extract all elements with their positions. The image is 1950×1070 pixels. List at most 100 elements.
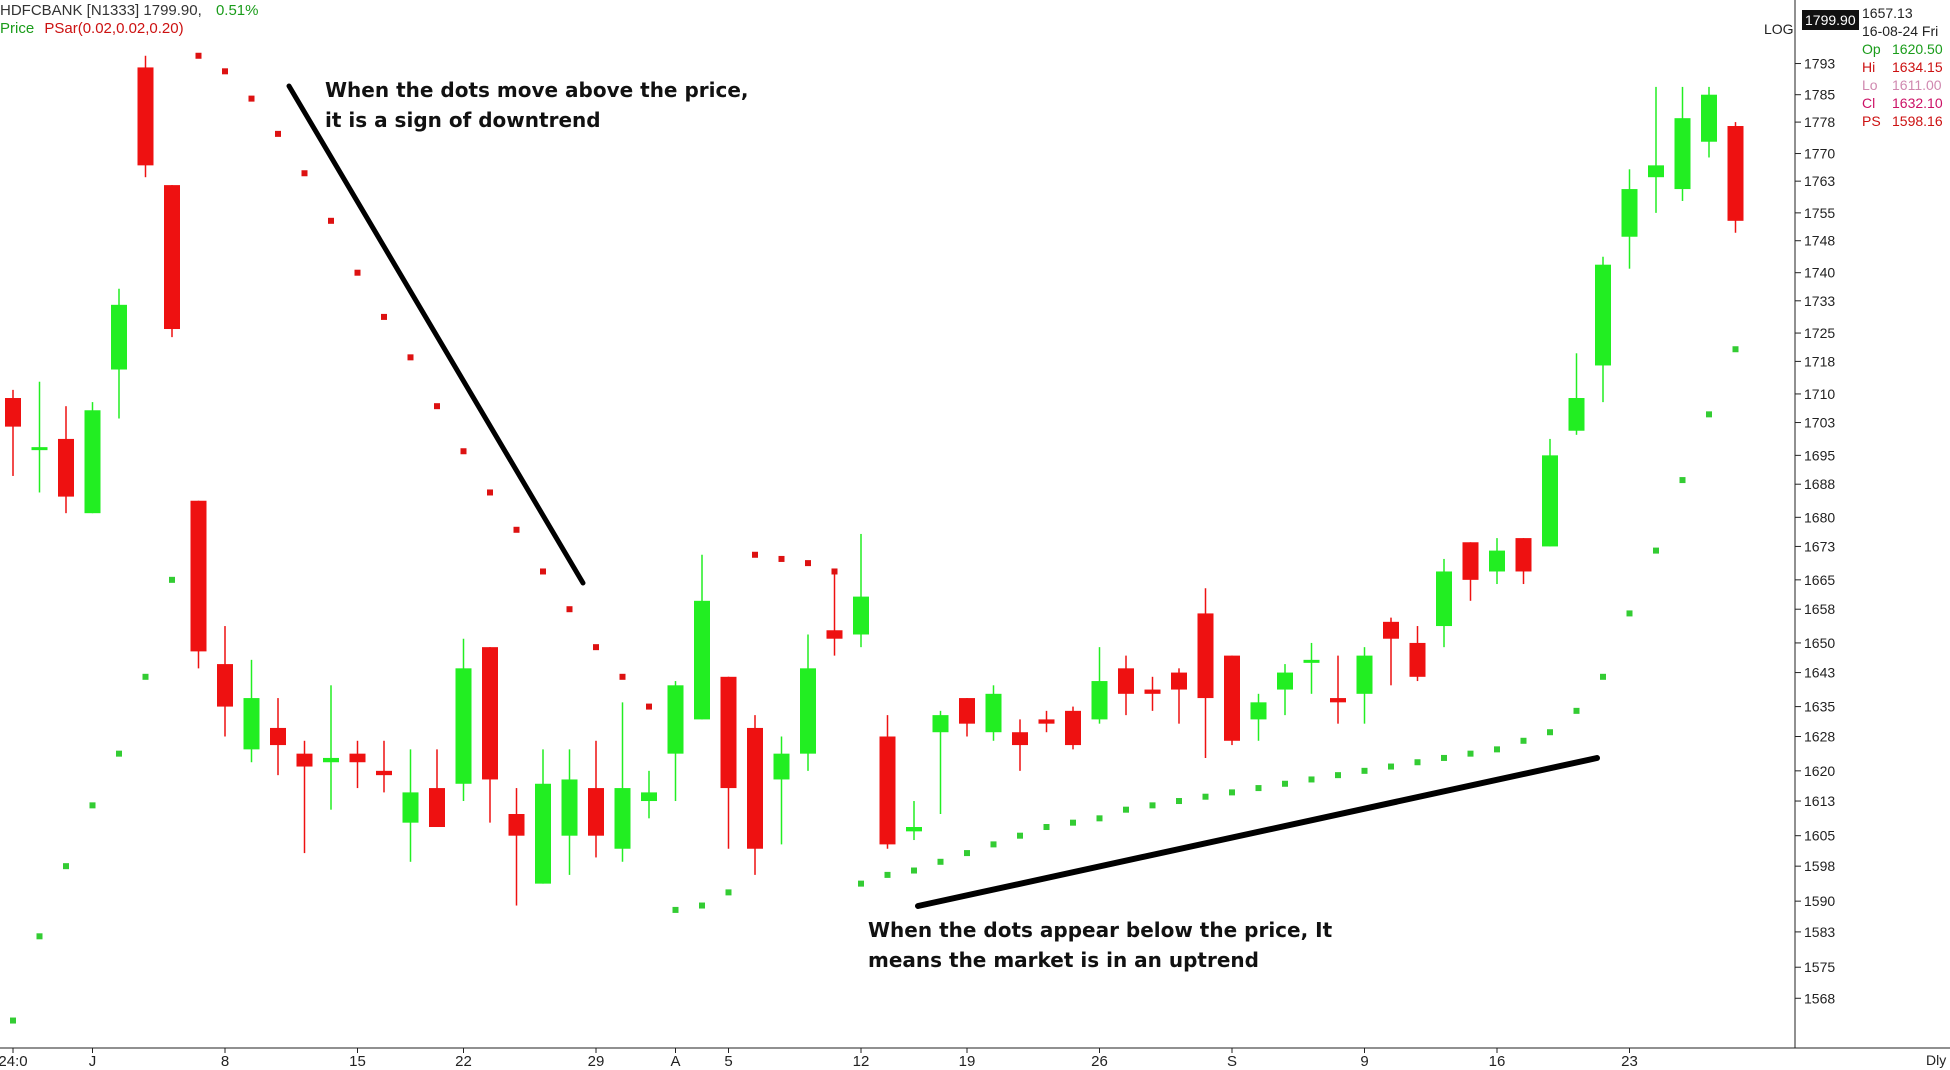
psar-dot: [1679, 477, 1686, 484]
psar-dot: [884, 871, 891, 878]
x-tick-label: 16: [1489, 1053, 1506, 1070]
psar-dot: [805, 560, 811, 567]
candle-body: [84, 410, 101, 514]
x-tick-label: 19: [959, 1053, 976, 1070]
y-tick-label: 1590: [1804, 893, 1835, 909]
candle-body: [1330, 698, 1346, 703]
candle-body: [429, 788, 445, 828]
ohlc-close: Cl 1632.10: [1862, 94, 1943, 112]
ohlc-open-value: 1620.50: [1892, 41, 1943, 57]
ohlc-close-value: 1632.10: [1892, 95, 1943, 111]
x-tick-label: J: [89, 1053, 97, 1070]
y-tick-label: 1763: [1804, 173, 1835, 189]
candle-body: [349, 753, 366, 763]
log-scale-toggle[interactable]: LOG: [1764, 21, 1794, 37]
legend-psar: PSar(0.02,0.02,0.20): [44, 20, 184, 37]
y-tick-label: 1665: [1804, 572, 1835, 588]
downtrend-annotation-line2: it is a sign of downtrend: [325, 108, 601, 132]
psar-dot: [937, 858, 944, 865]
x-tick-label: 8: [221, 1053, 229, 1070]
candle-body: [1197, 613, 1214, 699]
candle-body: [1568, 398, 1585, 431]
candle-body: [667, 685, 684, 754]
psar-dot: [1441, 754, 1447, 761]
candle-body: [1383, 621, 1399, 639]
psar-dot: [460, 448, 467, 455]
candle-body: [243, 698, 260, 750]
candle-body: [296, 753, 313, 767]
psar-dot: [1600, 673, 1606, 680]
candle-body: [535, 783, 551, 884]
psar-dot: [1255, 785, 1262, 792]
psar-dot: [1520, 737, 1527, 744]
ohlc-psar: PS 1598.16: [1862, 112, 1943, 130]
y-tick-label: 1718: [1804, 353, 1835, 369]
y-tick-label: 1793: [1804, 56, 1835, 72]
psar-dot: [513, 526, 520, 533]
psar-dot: [1626, 610, 1633, 617]
x-tick-label: 29: [588, 1053, 605, 1070]
y-tick-label: 1748: [1804, 233, 1835, 249]
psar-dot: [195, 52, 202, 59]
y-tick-label: 1658: [1804, 601, 1835, 617]
psar-dot: [858, 880, 864, 887]
candle-body: [1648, 165, 1664, 178]
candle-body: [31, 447, 48, 451]
candle-body: [800, 668, 816, 754]
psar-dot: [1547, 729, 1553, 736]
candle-body: [376, 770, 392, 776]
symbol-label: HDFCBANK [N1333]: [0, 2, 140, 19]
period-label[interactable]: Dly: [1926, 1052, 1947, 1068]
candle-body: [879, 736, 896, 845]
psar-dot: [1361, 767, 1368, 774]
psar-dot: [1070, 819, 1076, 826]
psar-dot: [1388, 763, 1394, 770]
psar-dot: [1573, 707, 1580, 714]
y-tick-label: 1695: [1804, 447, 1835, 463]
psar-dot: [540, 568, 546, 575]
psar-dot: [619, 673, 626, 680]
uptrend-annotation-line1: When the dots appear below the price, It: [868, 918, 1333, 942]
psar-dot: [1467, 750, 1474, 757]
downtrend-annotation-line1: When the dots move above the price,: [325, 78, 749, 102]
candle-body: [1409, 642, 1426, 677]
candle-body: [1595, 264, 1611, 366]
chart-legend: Price PSar(0.02,0.02,0.20): [0, 20, 184, 37]
candle-body: [58, 438, 74, 497]
candle-body: [190, 500, 207, 652]
uptrend-annotation-line2: means the market is in an uptrend: [868, 948, 1259, 972]
psar-dot: [566, 606, 573, 613]
ohlc-high-value: 1634.15: [1892, 59, 1943, 75]
ohlc-low-value: 1611.00: [1892, 77, 1942, 93]
psar-dot: [1096, 815, 1103, 822]
uptrend-annotation: When the dots appear below the price, It…: [868, 915, 1332, 975]
x-tick-label: 24:0: [0, 1053, 28, 1070]
candle-body: [959, 698, 975, 724]
psar-dot: [1706, 411, 1712, 418]
y-tick-label: 1725: [1804, 325, 1835, 341]
candle-body: [747, 727, 763, 849]
x-tick-label: 22: [455, 1053, 472, 1070]
cursor-datetime: 16-08-24 Fri: [1862, 23, 1939, 39]
psar-dot: [1123, 806, 1129, 813]
candle-body: [111, 304, 127, 370]
psar-dot: [275, 130, 281, 137]
psar-dot: [990, 841, 997, 848]
downtrend-annotation: When the dots move above the price, it i…: [325, 75, 749, 135]
x-tick-label: 12: [853, 1053, 870, 1070]
candle-body: [402, 792, 419, 823]
candle-body: [932, 715, 949, 733]
candle-body: [323, 757, 339, 763]
y-tick-label: 1755: [1804, 205, 1835, 221]
candle-body: [1250, 702, 1267, 720]
psar-dot: [10, 1017, 16, 1024]
psar-dot: [1176, 798, 1182, 805]
ohlc-low-label: Lo: [1862, 77, 1878, 93]
candle-body: [588, 788, 604, 836]
ohlc-psar-label: PS: [1862, 113, 1881, 129]
candle-body: [270, 727, 286, 746]
y-tick-label: 1733: [1804, 293, 1835, 309]
candle-body: [641, 792, 657, 802]
psar-dot: [1494, 746, 1500, 753]
